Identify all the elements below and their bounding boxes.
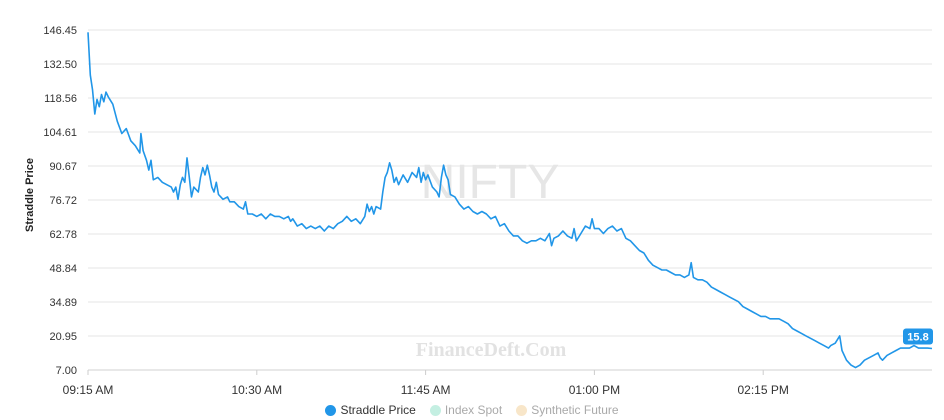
y-tick-label: 34.89 — [49, 297, 77, 309]
legend-dot-index-spot — [429, 404, 441, 416]
watermark-brand: FinanceDeft.Com — [416, 339, 567, 361]
last-value-badge-bg — [903, 328, 933, 345]
x-tick-label: 10:30 AM — [231, 383, 282, 397]
y-axis-ticks: 146.45 132.50 118.56 104.61 90.67 76.72 62.78 4… — [43, 25, 77, 377]
series-line-straddle-price — [87, 32, 933, 369]
legend-label-synthetic-future: Synthetic Future — [531, 403, 619, 417]
legend-label-index-spot: Index Spot — [444, 403, 503, 417]
y-tick-label: 20.95 — [49, 331, 77, 343]
y-tick-label: 48.84 — [49, 263, 77, 275]
last-value-badge: 15.8 — [903, 328, 933, 345]
legend-item-index-spot[interactable]: Index Spot — [429, 403, 503, 417]
x-axis-ticks: 09:15 AM 10:30 AM 11:45 AM 01:00 PM 02:15 PM — [63, 370, 789, 397]
legend-dot-synthetic-future — [516, 404, 528, 416]
x-tick-label: 11:45 AM — [401, 383, 451, 397]
y-tick-label: 104.61 — [43, 127, 77, 139]
x-tick-label: 01:00 PM — [569, 383, 620, 397]
y-tick-label: 62.78 — [49, 229, 77, 241]
legend-label-straddle-price: Straddle Price — [340, 403, 416, 417]
legend: Straddle Price Index Spot Synthetic Futu… — [0, 402, 944, 418]
y-tick-label: 118.56 — [44, 93, 77, 105]
y-axis-label: Straddle Price — [24, 158, 36, 232]
x-tick-label: 02:15 PM — [738, 383, 789, 397]
last-value-label: 15.8 — [907, 332, 928, 344]
series-layer — [87, 32, 933, 369]
y-tick-label: 90.67 — [49, 161, 77, 173]
legend-dot-straddle-price — [325, 404, 337, 416]
y-tick-label: 7.00 — [56, 365, 77, 377]
y-tick-label: 132.50 — [43, 59, 77, 71]
y-tick-label: 76.72 — [49, 195, 77, 207]
legend-item-straddle-price[interactable]: Straddle Price — [325, 403, 416, 417]
x-tick-label: 09:15 AM — [63, 383, 114, 397]
legend-item-synthetic-future[interactable]: Synthetic Future — [516, 403, 619, 417]
y-tick-label: 146.45 — [43, 25, 77, 37]
